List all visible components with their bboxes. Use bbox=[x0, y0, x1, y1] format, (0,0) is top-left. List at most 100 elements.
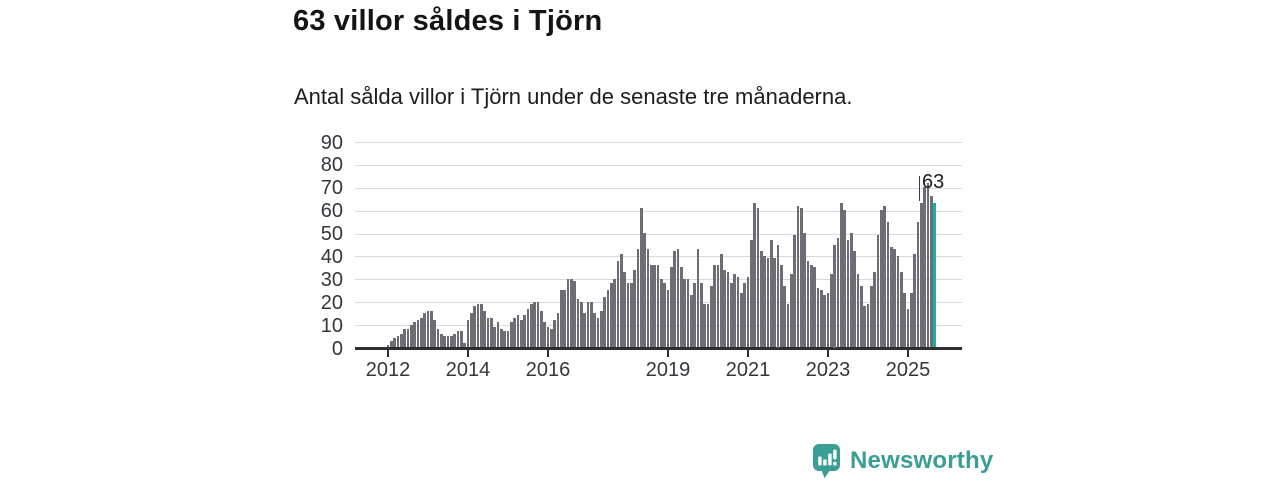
bar bbox=[750, 239, 753, 348]
bar bbox=[553, 320, 556, 348]
bar bbox=[830, 274, 833, 348]
bar bbox=[656, 265, 660, 348]
x-axis-label: 2021 bbox=[725, 358, 771, 381]
bar bbox=[763, 255, 766, 348]
bar bbox=[816, 287, 820, 348]
bar bbox=[610, 283, 613, 348]
bar bbox=[663, 283, 666, 348]
bar bbox=[906, 308, 910, 348]
bar bbox=[583, 313, 586, 348]
bar bbox=[740, 292, 743, 348]
bar bbox=[550, 329, 553, 348]
bar bbox=[850, 233, 853, 348]
highlighted-bar bbox=[933, 203, 936, 348]
y-axis-label: 10 bbox=[320, 314, 343, 337]
bar bbox=[500, 329, 503, 348]
bar bbox=[596, 317, 600, 348]
bar bbox=[870, 285, 873, 348]
bar bbox=[780, 265, 783, 348]
bar bbox=[690, 294, 693, 348]
y-axis-label: 70 bbox=[320, 177, 343, 200]
bar bbox=[843, 210, 846, 348]
bar bbox=[680, 267, 683, 348]
y-axis-label: 50 bbox=[320, 223, 343, 246]
bar bbox=[466, 320, 470, 348]
bar bbox=[423, 313, 426, 348]
x-axis-label: 2012 bbox=[365, 358, 411, 381]
x-axis-tick bbox=[387, 349, 389, 357]
bar bbox=[593, 313, 596, 348]
bar bbox=[480, 304, 483, 348]
x-axis-tick bbox=[907, 349, 909, 357]
bar bbox=[910, 292, 913, 348]
bar bbox=[776, 244, 780, 348]
bar bbox=[766, 258, 770, 348]
bar bbox=[653, 265, 656, 348]
bar bbox=[386, 345, 390, 348]
annotation-leader-line bbox=[918, 176, 920, 201]
bar bbox=[513, 317, 516, 348]
bar bbox=[493, 326, 496, 348]
bar bbox=[580, 301, 583, 348]
y-axis-label: 0 bbox=[331, 337, 343, 360]
bar bbox=[813, 267, 816, 348]
bar bbox=[450, 336, 453, 348]
bar bbox=[650, 265, 653, 348]
bar bbox=[566, 278, 570, 348]
gridline-70 bbox=[355, 187, 962, 189]
bar bbox=[736, 276, 740, 348]
x-axis-tick bbox=[827, 349, 829, 357]
bar bbox=[713, 265, 716, 348]
bar bbox=[446, 336, 450, 348]
bar bbox=[393, 338, 396, 348]
bar bbox=[783, 285, 786, 348]
bar bbox=[510, 322, 513, 348]
bar bbox=[756, 207, 760, 348]
x-axis-label: 2014 bbox=[445, 358, 491, 381]
bar bbox=[433, 320, 436, 348]
bar bbox=[686, 278, 690, 348]
bar bbox=[563, 290, 566, 348]
bar bbox=[793, 235, 796, 348]
bar bbox=[803, 233, 806, 348]
bar bbox=[760, 251, 763, 348]
bar bbox=[706, 304, 710, 348]
bar bbox=[570, 278, 573, 348]
bar bbox=[710, 285, 713, 348]
newsworthy-brand-text: Newsworthy bbox=[850, 447, 994, 474]
bar bbox=[683, 278, 686, 348]
bar bbox=[416, 320, 420, 348]
y-axis-label: 80 bbox=[320, 154, 343, 177]
gridline-60 bbox=[355, 210, 962, 212]
bar bbox=[600, 310, 603, 348]
bar bbox=[866, 304, 870, 348]
bar bbox=[886, 221, 890, 348]
bar bbox=[526, 308, 530, 348]
bar bbox=[483, 310, 486, 348]
bar bbox=[390, 340, 393, 348]
bar bbox=[546, 326, 550, 348]
bar bbox=[873, 271, 876, 348]
bar bbox=[406, 329, 410, 348]
newsworthy-logo: Newsworthy bbox=[812, 443, 993, 479]
bar bbox=[473, 306, 476, 348]
bar bbox=[883, 205, 886, 348]
bar bbox=[590, 301, 593, 348]
bar bbox=[576, 299, 580, 348]
bar bbox=[660, 278, 663, 348]
bar bbox=[436, 329, 440, 348]
bar bbox=[806, 260, 810, 348]
y-axis-label: 30 bbox=[320, 268, 343, 291]
bar bbox=[896, 255, 900, 348]
bar bbox=[920, 203, 923, 348]
bar bbox=[900, 271, 903, 348]
x-axis-line bbox=[355, 347, 962, 350]
bar bbox=[856, 274, 860, 348]
bar bbox=[903, 292, 906, 348]
bar bbox=[530, 304, 533, 348]
bar bbox=[810, 265, 813, 348]
bar bbox=[823, 294, 826, 348]
bar bbox=[753, 203, 756, 348]
bar bbox=[516, 315, 520, 348]
